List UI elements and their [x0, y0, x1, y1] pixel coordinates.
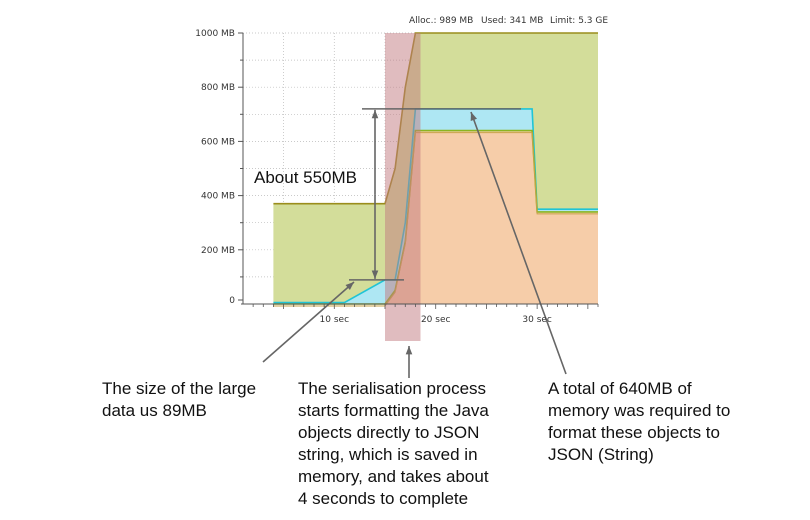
y-tick-label: 400 MB	[201, 192, 235, 202]
alloc-label: Alloc.: 989 MB	[409, 16, 473, 26]
arrow-shaft	[470, 111, 567, 375]
caption-line: string, which is saved in	[298, 445, 478, 464]
serialisation-arrow	[405, 346, 413, 378]
arrow-head	[371, 270, 379, 279]
caption-line: starts formatting the Java	[298, 401, 489, 420]
caption-line: The serialisation process	[298, 379, 487, 398]
chart-header: Alloc.: 989 MB Used: 341 MB Limit: 5.3 G…	[409, 16, 608, 26]
y-tick-label: 800 MB	[201, 83, 235, 93]
arrow-head	[345, 282, 354, 290]
range-annotation-label: About 550MB	[254, 168, 357, 187]
serialisation-window	[385, 33, 421, 341]
y-tick-label: 200 MB	[201, 246, 235, 256]
y-tick-label: 600 MB	[201, 137, 235, 147]
caption-data-size: The size of the large data us 89MB	[102, 378, 256, 422]
data-size-arrow	[262, 281, 355, 363]
y-tick-label: 0	[229, 296, 235, 306]
arrow-head	[470, 112, 477, 121]
arrow-head	[405, 346, 413, 355]
used-label: Used: 341 MB	[481, 16, 543, 26]
caption-line: 4 seconds to complete	[298, 489, 469, 508]
limit-label: Limit: 5.3 GE	[550, 16, 608, 26]
caption-line: objects directly to JSON	[298, 423, 480, 442]
caption-line: memory, and takes about	[298, 467, 489, 486]
series-area-3	[273, 130, 598, 304]
caption-total-memory: A total of 640MB of memory was required …	[548, 378, 730, 466]
caption-line: The size of the large	[102, 379, 257, 398]
caption-line: A total of 640MB of	[548, 379, 692, 398]
y-tick-label: 1000 MB	[195, 29, 235, 39]
axes: 0 200 MB 400 MB 600 MB 800 MB 1000 MB 10 sec 20…	[195, 29, 599, 325]
range-arrow-down	[371, 194, 379, 279]
caption-line: memory was required to	[548, 401, 731, 420]
x-tick-label: 30 sec	[522, 315, 552, 325]
overlay-layer	[262, 33, 567, 378]
x-tick-label: 20 sec	[421, 315, 451, 325]
arrow-head	[371, 109, 379, 119]
arrow-shaft	[262, 281, 355, 363]
x-tick-label: 10 sec	[320, 315, 350, 325]
caption-line: data us 89MB	[102, 401, 207, 420]
caption-line: JSON (String)	[548, 445, 654, 464]
caption-serialisation: The serialisation process starts formatt…	[298, 378, 489, 510]
range-arrow-up	[371, 109, 379, 195]
caption-line: format these objects to	[548, 423, 720, 442]
total-memory-arrow	[470, 111, 567, 375]
